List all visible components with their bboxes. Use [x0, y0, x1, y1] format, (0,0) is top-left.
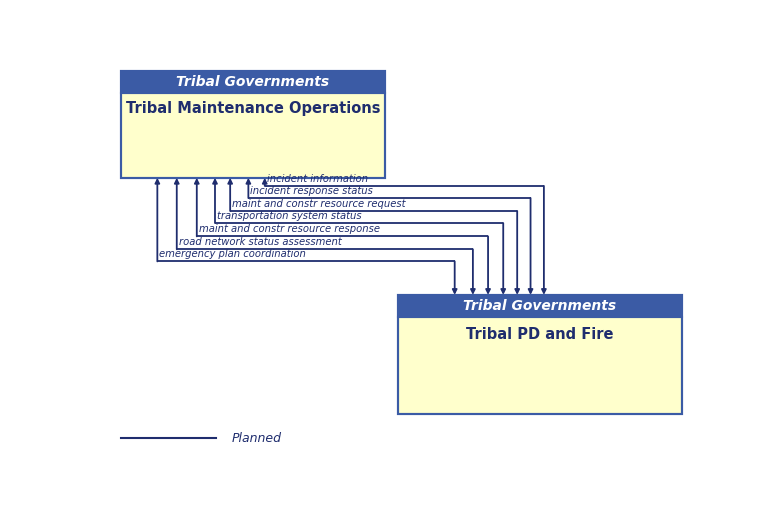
Bar [121, 71, 385, 178]
Text: transportation system status: transportation system status [217, 211, 362, 221]
Text: Tribal PD and Fire: Tribal PD and Fire [466, 327, 614, 342]
Bar [399, 317, 682, 414]
Text: maint and constr resource request: maint and constr resource request [232, 199, 406, 209]
Text: Tribal Governments: Tribal Governments [464, 299, 616, 313]
Bar [121, 93, 385, 178]
Text: Planned: Planned [232, 432, 281, 445]
Text: incident information: incident information [266, 173, 368, 183]
Text: emergency plan coordination: emergency plan coordination [159, 249, 306, 259]
Bar [399, 295, 682, 414]
Text: Tribal Maintenance Operations: Tribal Maintenance Operations [125, 101, 381, 116]
Text: road network status assessment: road network status assessment [179, 237, 341, 247]
Text: Tribal Governments: Tribal Governments [176, 75, 330, 89]
Text: incident response status: incident response status [251, 185, 373, 195]
Text: maint and constr resource response: maint and constr resource response [199, 224, 380, 234]
Bar [399, 295, 682, 317]
Bar [121, 71, 385, 93]
